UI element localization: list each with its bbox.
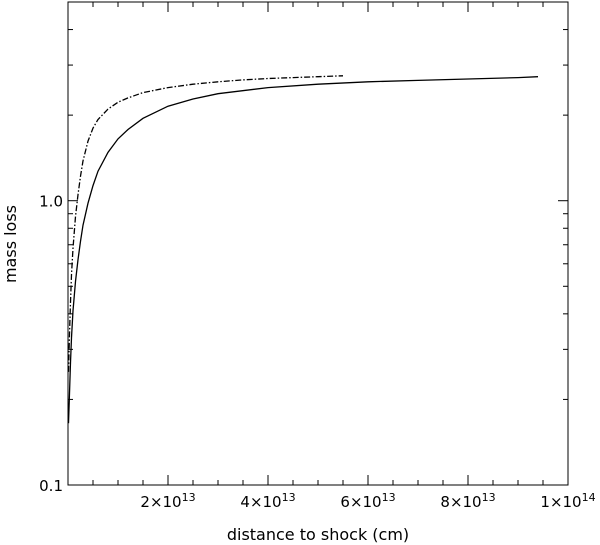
- series-layer: [67, 75, 539, 424]
- y-axis-title: mass loss: [1, 205, 20, 283]
- plot-frame: [67, 1, 569, 486]
- y-axis-tick-labels: 0.1 1.0: [39, 193, 63, 495]
- x-tick-label: 1×1014: [540, 491, 595, 511]
- x-tick-label: 6×1013: [340, 491, 395, 511]
- x-axis-tick-labels: 2×1013 4×1013 6×1013 8×1013 1×1014: [140, 491, 595, 511]
- y-tick-label: 0.1: [39, 477, 63, 495]
- x-axis-ticks: [92, 2, 544, 485]
- series-line-solid: [67, 76, 539, 424]
- x-axis-title: distance to shock (cm): [227, 525, 409, 544]
- x-tick-label: 8×1013: [440, 491, 495, 511]
- series-line-dash-dot: [67, 75, 344, 372]
- y-axis-ticks: [68, 29, 568, 400]
- y-tick-label: 1.0: [39, 193, 63, 211]
- x-tick-label: 2×1013: [140, 491, 195, 511]
- x-tick-label: 4×1013: [240, 491, 295, 511]
